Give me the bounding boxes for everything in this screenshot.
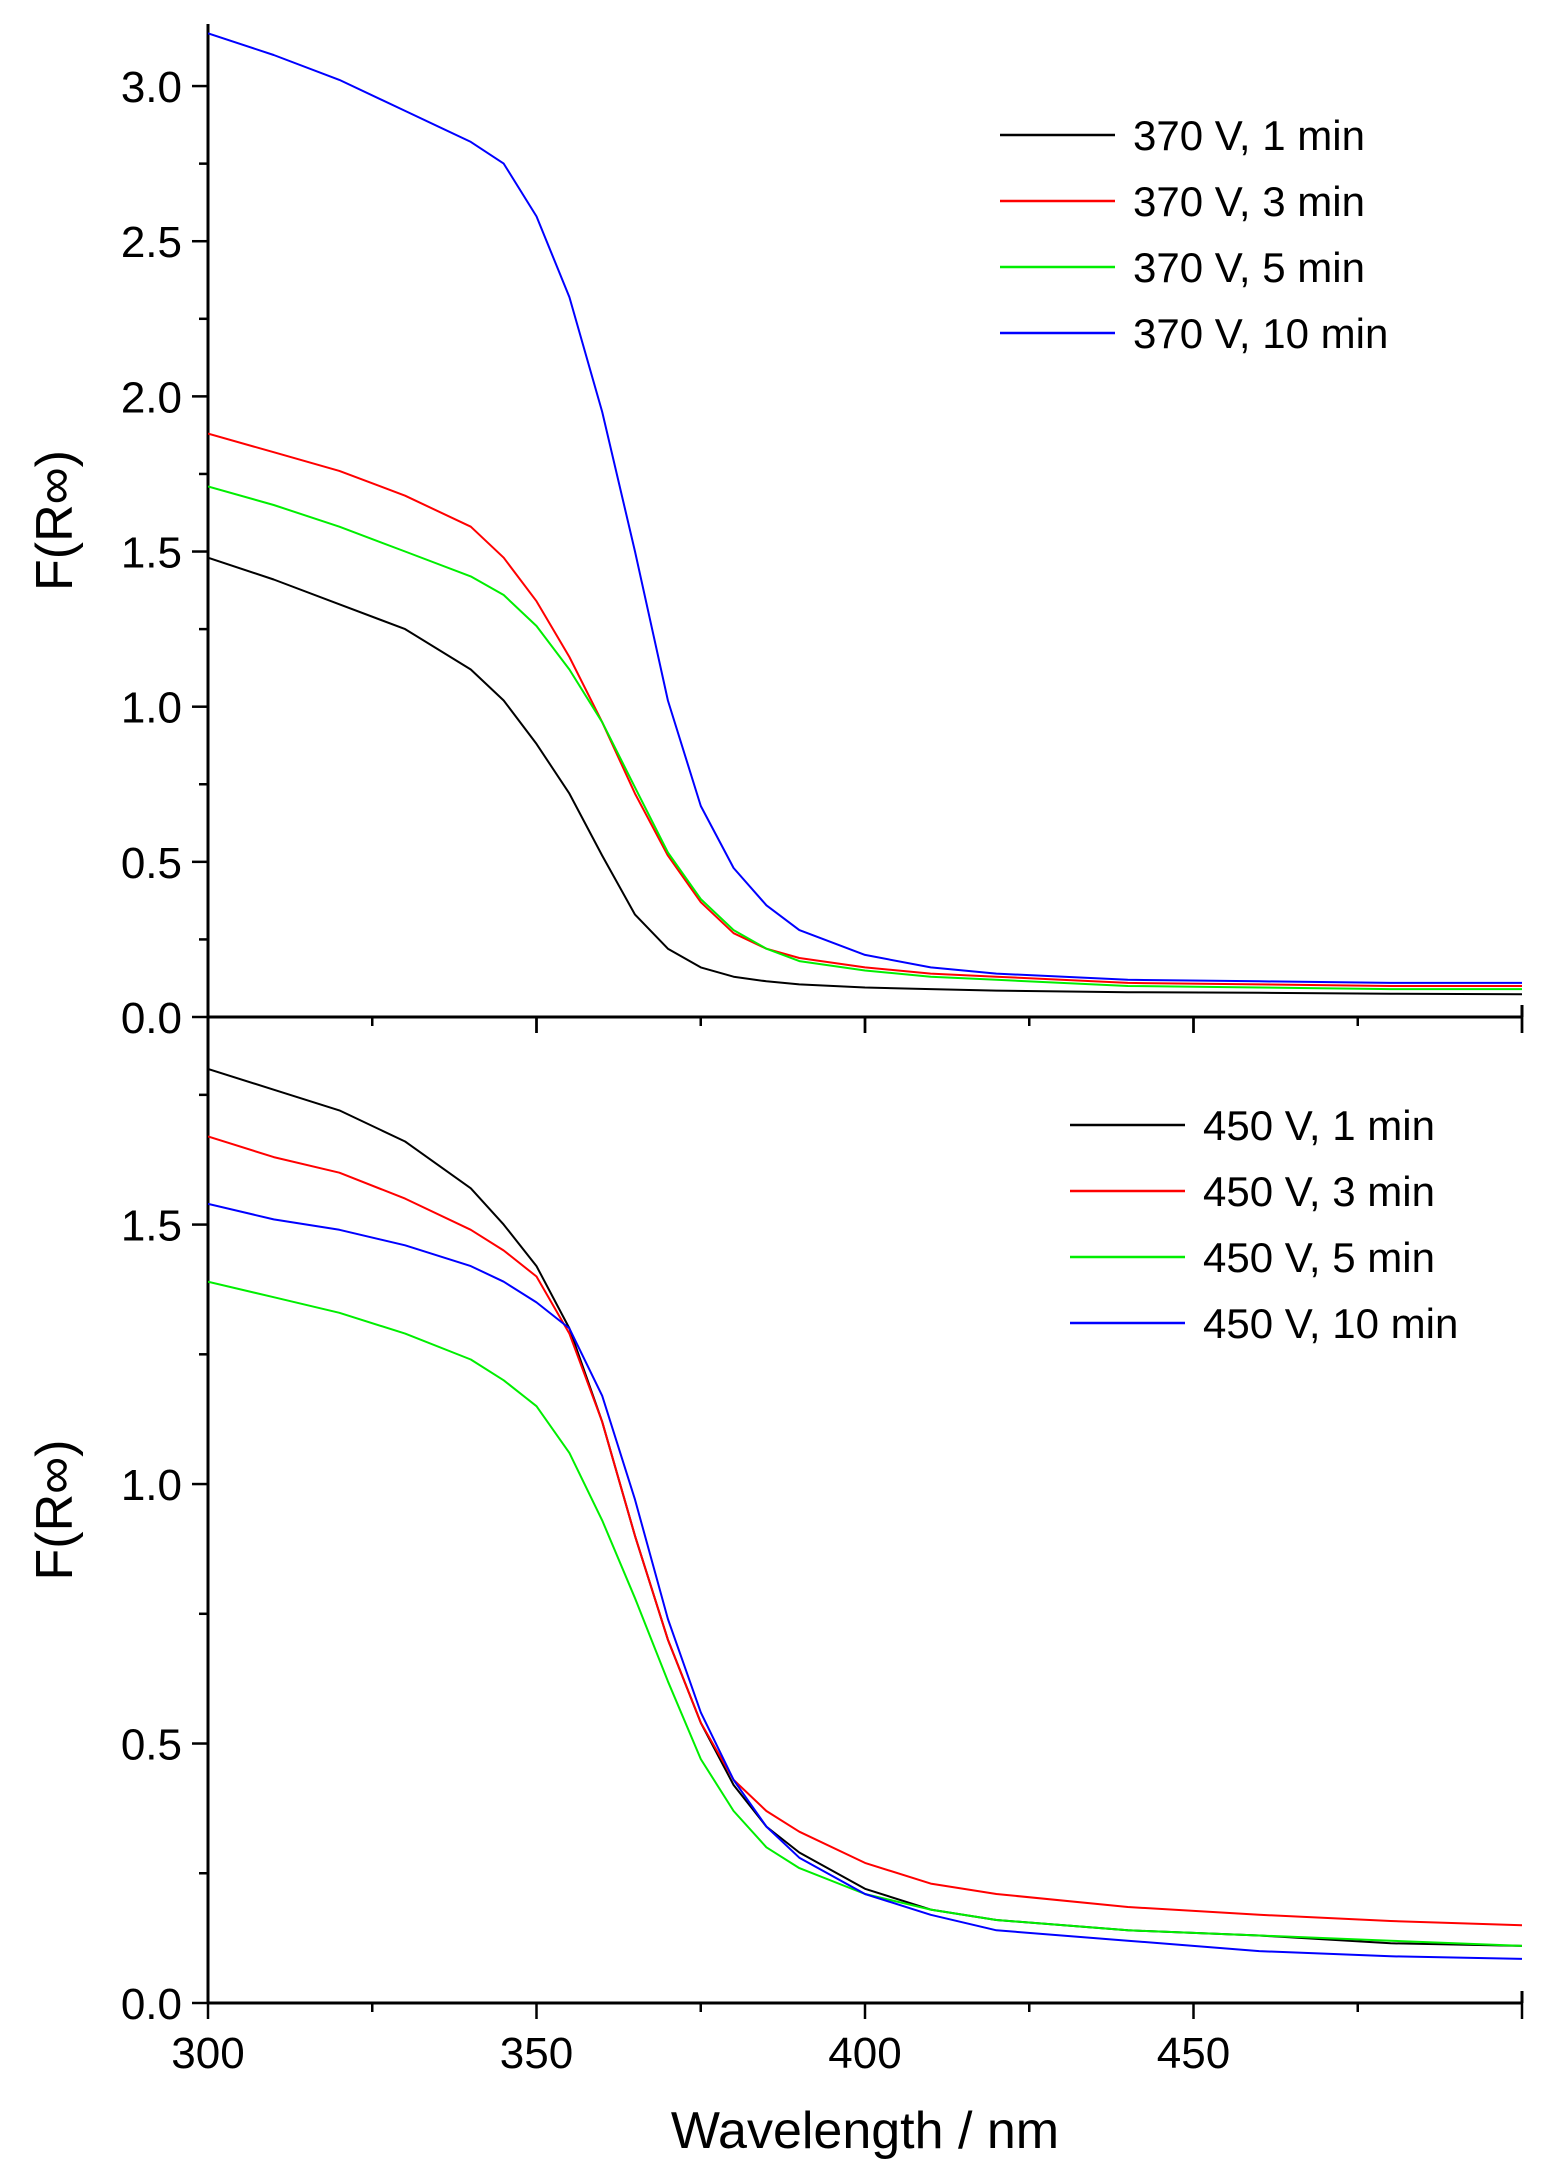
y-tick-label: 1.5 <box>121 529 182 578</box>
series-line-4 <box>208 32 1522 984</box>
y-tick-label: 0.5 <box>121 839 182 888</box>
legend-label: 450 V, 5 min <box>1203 1234 1435 1281</box>
legend: 450 V, 1 min 450 V, 3 min 450 V, 5 min 450 … <box>1070 1102 1458 1347</box>
y-tick-label: 0.0 <box>121 994 182 1043</box>
x-tick-label: 450 <box>1157 2029 1230 2078</box>
legend-label: 450 V, 1 min <box>1203 1102 1435 1149</box>
legend-label: 450 V, 3 min <box>1203 1168 1435 1215</box>
x-tick-label: 300 <box>171 2029 244 2078</box>
y-axis-label: F(R∞) <box>26 450 84 591</box>
series-line-4 <box>208 1202 1522 1960</box>
legend-label: 370 V, 3 min <box>1133 178 1365 225</box>
y-tick-label: 1.5 <box>121 1202 182 1251</box>
x-axis-label: Wavelength / nm <box>671 2102 1059 2160</box>
x-tick-label: 350 <box>500 2029 573 2078</box>
y-axis-label: F(R∞) <box>26 1439 84 1580</box>
panel-top: 0.00.51.01.52.02.53.0F(R∞)370 V, 1 min37… <box>26 24 1524 1043</box>
panel-bottom: 0.0 0.5 1.0 1.5 300 350 400 450 F(R∞) Wavelength … <box>26 1017 1524 2160</box>
y-tick-label: 0.5 <box>121 1721 182 1770</box>
y-tick-label: 0.0 <box>121 1980 182 2029</box>
series-line-3 <box>208 485 1522 991</box>
legend-label: 370 V, 1 min <box>1133 112 1365 159</box>
legend-label: 370 V, 5 min <box>1133 244 1365 291</box>
y-tick-label: 3.0 <box>121 63 182 112</box>
y-tick-label: 1.0 <box>121 1461 182 1510</box>
legend: 370 V, 1 min 370 V, 3 min 370 V, 5 min 370 … <box>1000 112 1388 357</box>
y-tick-label: 1.0 <box>121 684 182 733</box>
series-line-2 <box>208 432 1522 987</box>
legend-label: 450 V, 10 min <box>1203 1300 1458 1347</box>
legend-label: 370 V, 10 min <box>1133 310 1388 357</box>
x-tick-label: 400 <box>828 2029 901 2078</box>
y-tick-label: 2.0 <box>121 373 182 422</box>
series-line-3 <box>208 1280 1522 1947</box>
series-line-2 <box>208 1135 1522 1927</box>
series-line-1 <box>208 556 1522 996</box>
y-tick-label: 2.5 <box>121 218 182 267</box>
